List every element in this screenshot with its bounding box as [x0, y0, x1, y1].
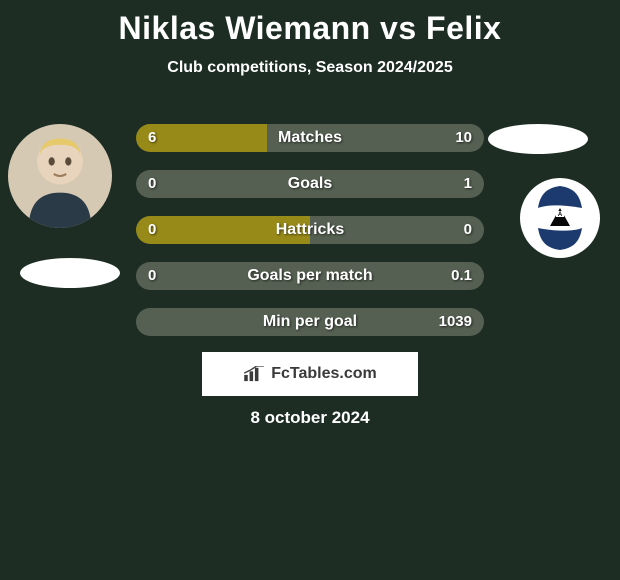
stat-bar: Min per goal 1039	[136, 308, 484, 336]
stat-label: Matches	[136, 124, 484, 152]
stat-label: Hattricks	[136, 216, 484, 244]
comparison-bars: 6 Matches 10 0 Goals 1 0 Hattricks 0 0 G…	[136, 124, 484, 354]
stat-value-right: 1039	[439, 308, 472, 336]
stat-value-right: 0.1	[451, 262, 472, 290]
stat-value-right: 1	[464, 170, 472, 198]
page-title: Niklas Wiemann vs Felix	[0, 0, 620, 47]
stat-bar: 0 Hattricks 0	[136, 216, 484, 244]
player-left-avatar	[8, 124, 112, 228]
player-right-badge-ellipse	[488, 124, 588, 154]
page-subtitle: Club competitions, Season 2024/2025	[0, 59, 620, 77]
player-left-badge	[20, 258, 120, 288]
bars-icon	[243, 366, 265, 382]
club-crest-icon: A	[520, 178, 600, 258]
stat-value-right: 10	[455, 124, 472, 152]
attribution-box: FcTables.com	[202, 352, 418, 396]
stat-bar: 0 Goals 1	[136, 170, 484, 198]
person-icon	[8, 124, 112, 228]
svg-text:A: A	[558, 212, 563, 218]
stat-bar: 6 Matches 10	[136, 124, 484, 152]
stat-label: Min per goal	[136, 308, 484, 336]
stat-value-right: 0	[464, 216, 472, 244]
stat-bar: 0 Goals per match 0.1	[136, 262, 484, 290]
stat-label: Goals per match	[136, 262, 484, 290]
player-right-club-badge: A	[520, 178, 600, 258]
stat-label: Goals	[136, 170, 484, 198]
generation-date: 8 october 2024	[0, 408, 620, 428]
attribution-text: FcTables.com	[271, 365, 377, 383]
